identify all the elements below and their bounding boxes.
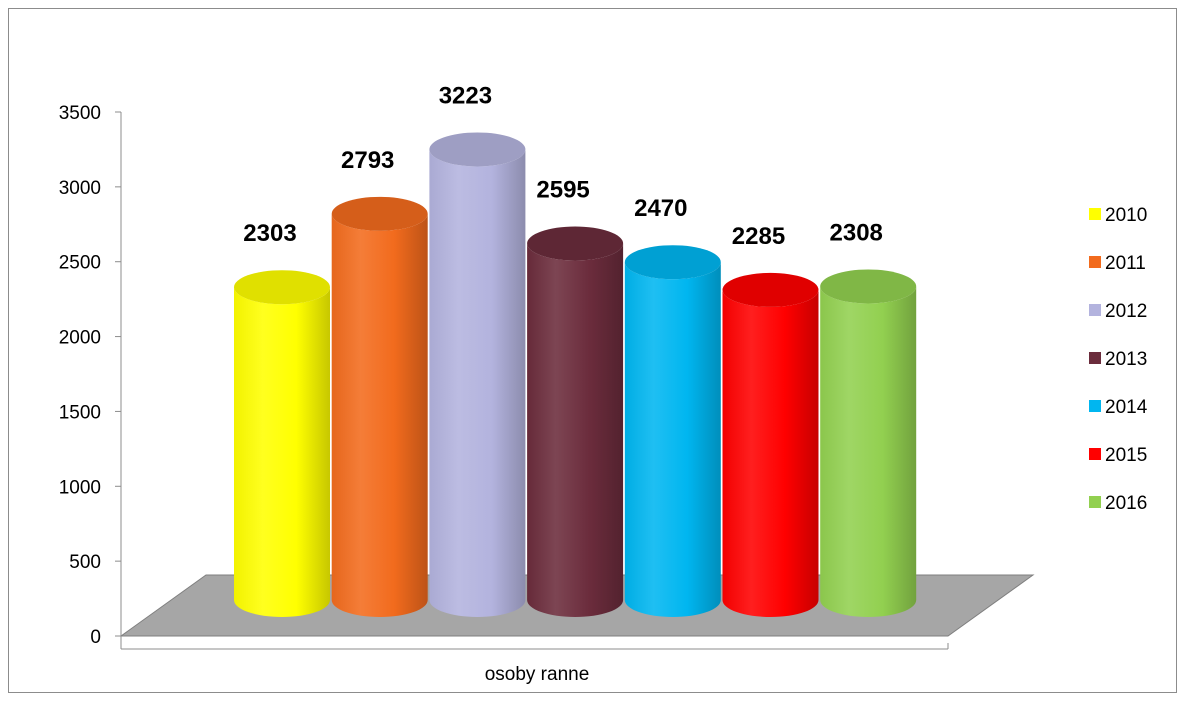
bar-2014 xyxy=(624,245,721,617)
bar-body xyxy=(722,289,819,617)
bar-2016 xyxy=(820,269,917,617)
legend-item-2011: 2011 xyxy=(1089,253,1146,274)
legend-swatch xyxy=(1089,256,1101,268)
y-tick-label: 2000 xyxy=(59,328,101,349)
legend-label: 2011 xyxy=(1105,253,1146,274)
data-label-2014: 2470 xyxy=(634,195,687,222)
data-label-2012: 3223 xyxy=(439,82,492,109)
y-tick-label: 0 xyxy=(90,627,101,648)
data-label-2016: 2308 xyxy=(830,219,883,246)
chart-frame xyxy=(8,8,1177,693)
bar-top xyxy=(234,270,330,305)
legend-swatch xyxy=(1089,304,1101,316)
bar-top xyxy=(722,272,819,307)
legend-item-2012: 2012 xyxy=(1089,301,1147,322)
bar-2011 xyxy=(331,196,428,617)
bar-top xyxy=(820,269,917,304)
y-tick-label: 3500 xyxy=(59,103,101,124)
legend-item-2013: 2013 xyxy=(1089,349,1147,370)
bar-2013 xyxy=(527,226,624,617)
bar-top xyxy=(429,132,526,167)
bar-top xyxy=(331,196,428,231)
legend-swatch xyxy=(1089,496,1101,508)
bars-layer xyxy=(234,132,917,617)
bar-2012 xyxy=(429,132,526,617)
legend-swatch xyxy=(1089,208,1101,220)
legend-label: 2014 xyxy=(1105,397,1148,418)
legend-item-2010: 2010 xyxy=(1089,205,1147,226)
y-tick-label: 2500 xyxy=(59,253,101,274)
y-tick-label: 3000 xyxy=(59,178,101,199)
legend-label: 2013 xyxy=(1105,349,1147,370)
legend-swatch xyxy=(1089,352,1101,364)
legend-label: 2016 xyxy=(1105,493,1147,514)
category-label: osoby ranne xyxy=(485,664,590,685)
legend-label: 2010 xyxy=(1105,205,1147,226)
value-labels-layer: 2303 2793 3223 2595 2470 2285 2308 xyxy=(243,82,883,249)
bar-body xyxy=(234,287,330,617)
bar-top xyxy=(624,245,721,280)
y-tick-label: 1000 xyxy=(59,477,101,498)
bar-body xyxy=(820,286,917,617)
bar-body xyxy=(331,213,428,617)
legend-swatch xyxy=(1089,400,1101,412)
data-label-2010: 2303 xyxy=(243,220,296,247)
data-label-2015: 2285 xyxy=(732,223,785,250)
legend-swatch xyxy=(1089,448,1101,460)
bar-body xyxy=(429,149,526,617)
bar-top xyxy=(527,226,624,261)
y-tick-label: 500 xyxy=(69,552,101,573)
y-tick-label: 1500 xyxy=(59,402,101,423)
data-label-2013: 2595 xyxy=(536,176,589,203)
legend: 2010 2011 2012 2013 2014 2015 2016 xyxy=(1089,205,1148,514)
legend-item-2014: 2014 xyxy=(1089,397,1148,418)
legend-item-2016: 2016 xyxy=(1089,493,1147,514)
bar-body xyxy=(527,243,624,617)
legend-item-2015: 2015 xyxy=(1089,445,1147,466)
bar-2010 xyxy=(234,270,330,617)
data-label-2011: 2793 xyxy=(341,147,394,174)
axis-layer: 0 500 1000 1500 2000 2500 3000 3500 xyxy=(59,103,949,650)
legend-label: 2012 xyxy=(1105,301,1147,322)
bar-body xyxy=(624,262,721,617)
legend-label: 2015 xyxy=(1105,445,1147,466)
bar-2015 xyxy=(722,272,819,617)
